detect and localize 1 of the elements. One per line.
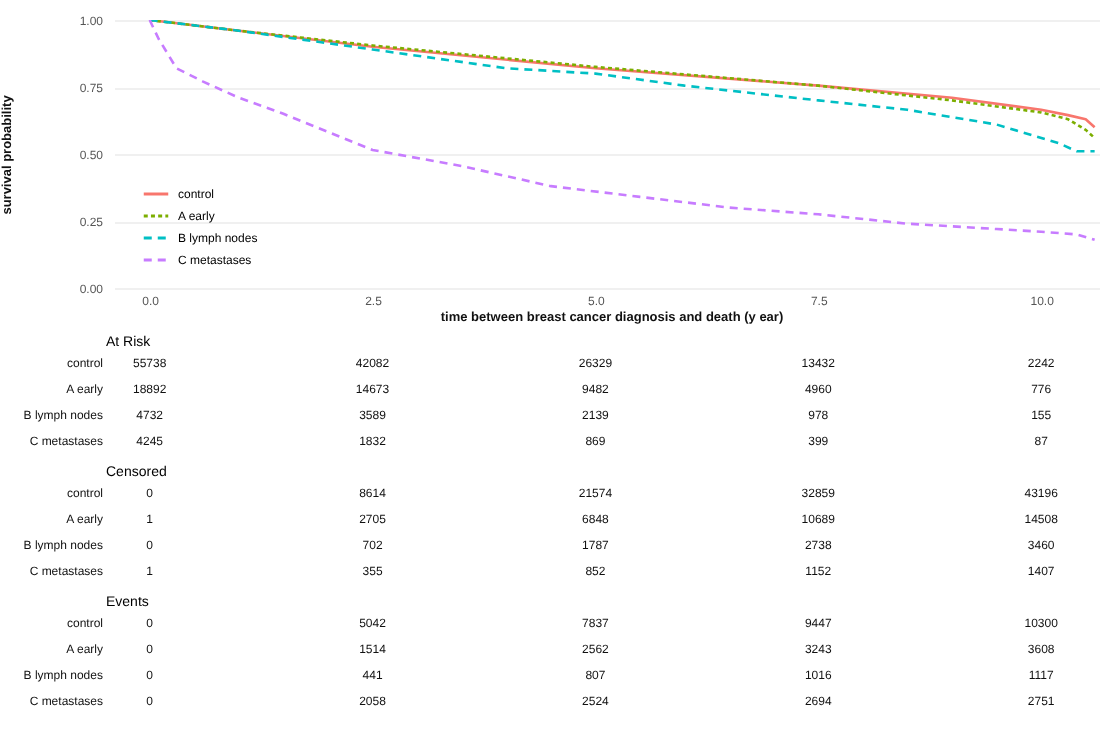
- line-series: [148, 20, 1096, 242]
